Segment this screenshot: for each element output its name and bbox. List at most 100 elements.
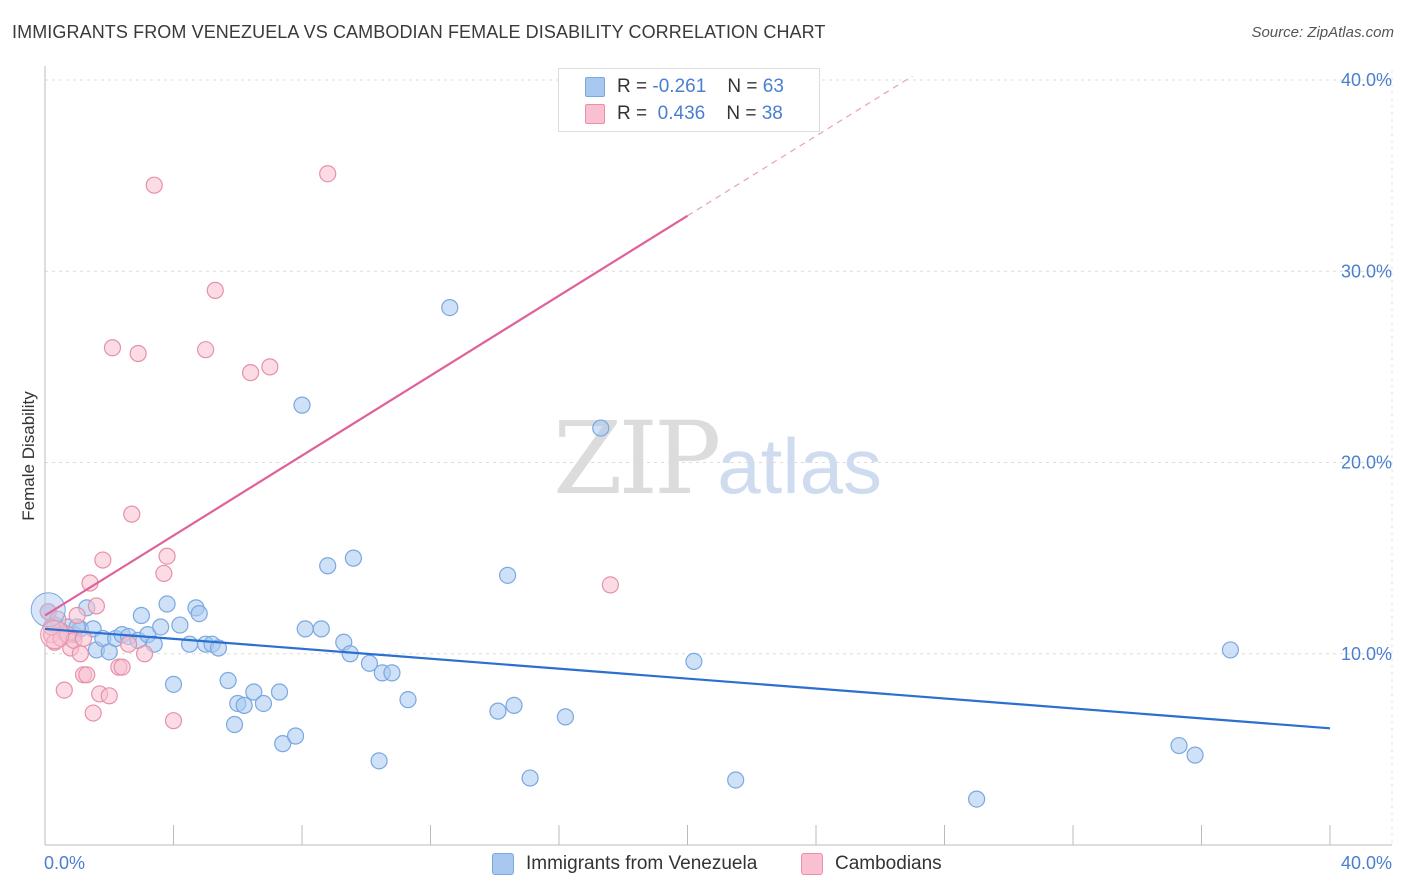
points	[30, 165, 1240, 808]
trend-line-venezuela	[44, 627, 1331, 730]
point-venezuela	[270, 683, 289, 701]
point-venezuela	[360, 654, 379, 672]
y-tick-label: 30.0%	[1341, 261, 1392, 281]
grid	[45, 70, 1393, 845]
watermark-atlas: atlas	[717, 422, 883, 510]
point-cambodians	[242, 364, 260, 382]
point-venezuela	[312, 620, 330, 638]
point-cambodians	[119, 635, 138, 653]
legend-n-value: 63	[762, 76, 784, 97]
point-venezuela	[164, 675, 183, 693]
y-tick-label: 40.0%	[1341, 70, 1392, 90]
legend-r-label: R =	[617, 76, 648, 97]
bottom-legend-label-venezuela: Immigrants from Venezuela	[526, 853, 758, 874]
point-cambodians	[155, 564, 173, 583]
y-tick-label: 20.0%	[1341, 453, 1392, 473]
watermark-zip: ZIP	[553, 400, 721, 517]
legend-row-cambodians: R = 0.436 N = 38	[585, 102, 783, 126]
point-venezuela	[1186, 746, 1204, 764]
point-venezuela	[556, 708, 575, 726]
legend-n-label: N =	[727, 76, 758, 97]
point-cambodians	[113, 658, 131, 676]
point-cambodians	[100, 687, 118, 705]
point-venezuela	[505, 696, 523, 714]
point-venezuela	[254, 694, 273, 713]
point-cambodians	[601, 576, 620, 594]
point-venezuela	[441, 298, 459, 317]
bottom-legend-label-cambodians: Cambodians	[835, 853, 942, 874]
point-venezuela	[235, 696, 253, 714]
point-cambodians-large	[40, 620, 70, 650]
point-venezuela	[685, 652, 703, 671]
point-venezuela	[968, 790, 986, 808]
point-cambodians	[71, 645, 89, 663]
source-label: Source: ZipAtlas.com	[1251, 24, 1394, 41]
tick-labels: 10.0% 20.0% 30.0% 40.0% 0.0% 40.0%	[44, 70, 1392, 873]
legend-r-label: R =	[617, 103, 648, 124]
point-venezuela	[592, 419, 610, 437]
trend-line-cambodians	[44, 214, 689, 617]
point-venezuela	[293, 396, 311, 414]
point-cambodians	[94, 551, 112, 569]
point-cambodians	[197, 341, 215, 359]
x-tick-label: 0.0%	[44, 853, 85, 873]
point-venezuela	[190, 604, 208, 623]
point-venezuela	[489, 702, 507, 720]
point-cambodians	[103, 339, 122, 357]
point-venezuela	[225, 715, 244, 734]
chart-title: IMMIGRANTS FROM VENEZUELA VS CAMBODIAN F…	[12, 22, 826, 42]
legend-row-venezuela: R = -0.261 N = 63	[585, 75, 784, 99]
point-venezuela-large	[30, 592, 66, 628]
point-venezuela	[286, 727, 305, 745]
axes	[44, 66, 1392, 846]
point-cambodians	[87, 597, 106, 615]
point-venezuela	[399, 691, 417, 709]
point-cambodians	[319, 165, 337, 183]
y-tick-label: 10.0%	[1341, 644, 1392, 664]
point-venezuela	[521, 769, 539, 787]
trend-line-cambodians-extension	[687, 75, 913, 217]
point-venezuela	[344, 549, 362, 567]
point-cambodians	[74, 629, 93, 648]
point-cambodians	[135, 645, 154, 663]
point-cambodians	[206, 281, 224, 299]
point-venezuela	[219, 671, 237, 690]
point-venezuela	[499, 566, 517, 584]
point-venezuela	[370, 752, 388, 770]
legend: R = -0.261 N = 63 R = 0.436 N = 38	[558, 68, 820, 132]
point-cambodians	[129, 344, 147, 363]
bottom-legend-cambodians: Cambodians	[801, 852, 942, 876]
point-venezuela	[1170, 736, 1188, 755]
point-venezuela	[245, 683, 263, 701]
point-venezuela	[274, 735, 292, 753]
point-venezuela	[1221, 641, 1240, 659]
point-cambodians	[55, 681, 73, 699]
legend-r-value: 0.436	[657, 103, 706, 124]
point-cambodians	[68, 606, 86, 625]
point-cambodians	[261, 358, 279, 376]
point-cambodians	[145, 176, 163, 194]
legend-swatch-cambodians	[585, 104, 605, 124]
trend-lines	[44, 75, 1331, 730]
legend-swatch-venezuela	[585, 77, 605, 97]
legend-n-value: 38	[761, 103, 783, 124]
bottom-legend-swatch-venezuela	[492, 853, 514, 875]
legend-n-label: N =	[726, 103, 757, 124]
point-cambodians	[158, 547, 176, 565]
legend-r-value: -0.261	[652, 76, 707, 97]
point-cambodians	[84, 704, 102, 722]
point-cambodians	[123, 505, 141, 523]
point-venezuela	[319, 557, 337, 575]
bottom-legend-venezuela: Immigrants from Venezuela	[492, 852, 757, 876]
point-venezuela	[209, 639, 228, 657]
bottom-legend-swatch-cambodians	[801, 853, 823, 875]
point-venezuela	[158, 595, 176, 613]
point-venezuela	[727, 771, 745, 789]
y-axis-label: Female Disability	[19, 391, 38, 521]
point-cambodians	[164, 712, 183, 730]
point-venezuela	[132, 606, 150, 625]
x-tick-label: 40.0%	[1341, 853, 1392, 873]
point-venezuela	[296, 620, 314, 638]
point-venezuela	[171, 616, 189, 634]
